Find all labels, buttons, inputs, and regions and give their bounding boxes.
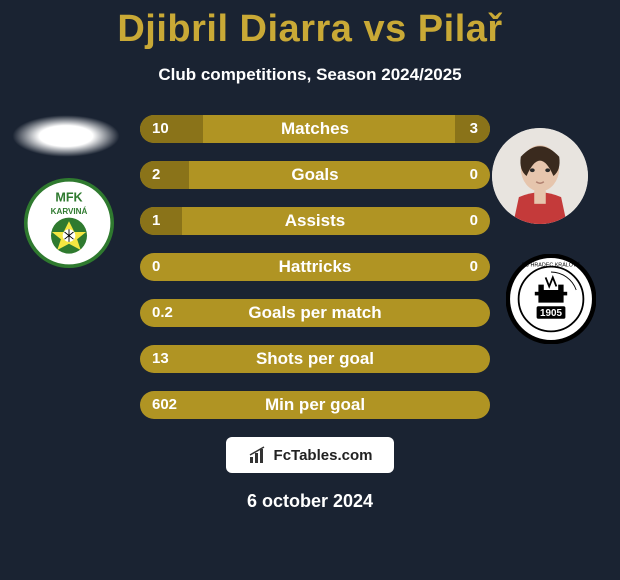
svg-text:KARVINÁ: KARVINÁ (51, 207, 88, 216)
comparison-title: Djibril Diarra vs Pilař (0, 0, 620, 51)
fctables-badge: FcTables.com (226, 437, 394, 473)
stat-bar-row: 103Matches (140, 115, 490, 143)
svg-text:1905: 1905 (540, 308, 562, 319)
player-photo-right (492, 128, 588, 224)
stat-bar-row: 0.2Goals per match (140, 299, 490, 327)
fctables-text: FcTables.com (274, 447, 373, 464)
stat-bar-row: 00Hattricks (140, 253, 490, 281)
stat-bar-row: 20Goals (140, 161, 490, 189)
svg-text:FC HRADEC KRÁLOVÉ: FC HRADEC KRÁLOVÉ (522, 262, 581, 269)
svg-text:MFK: MFK (55, 190, 82, 204)
bar-label: Goals per match (140, 299, 490, 327)
club-badge-right: FC HRADEC KRÁLOVÉ 1905 (506, 254, 596, 344)
club-badge-left: MFK KARVINÁ (24, 178, 114, 268)
player-photo-left (12, 115, 120, 157)
comparison-date: 6 october 2024 (0, 491, 620, 512)
stat-bar-row: 602Min per goal (140, 391, 490, 419)
bar-label: Matches (140, 115, 490, 143)
stat-bar-row: 10Assists (140, 207, 490, 235)
comparison-subtitle: Club competitions, Season 2024/2025 (0, 65, 620, 85)
stat-bar-row: 13Shots per goal (140, 345, 490, 373)
bar-label: Goals (140, 161, 490, 189)
bar-label: Shots per goal (140, 345, 490, 373)
bar-label: Assists (140, 207, 490, 235)
bar-label: Min per goal (140, 391, 490, 419)
bar-label: Hattricks (140, 253, 490, 281)
